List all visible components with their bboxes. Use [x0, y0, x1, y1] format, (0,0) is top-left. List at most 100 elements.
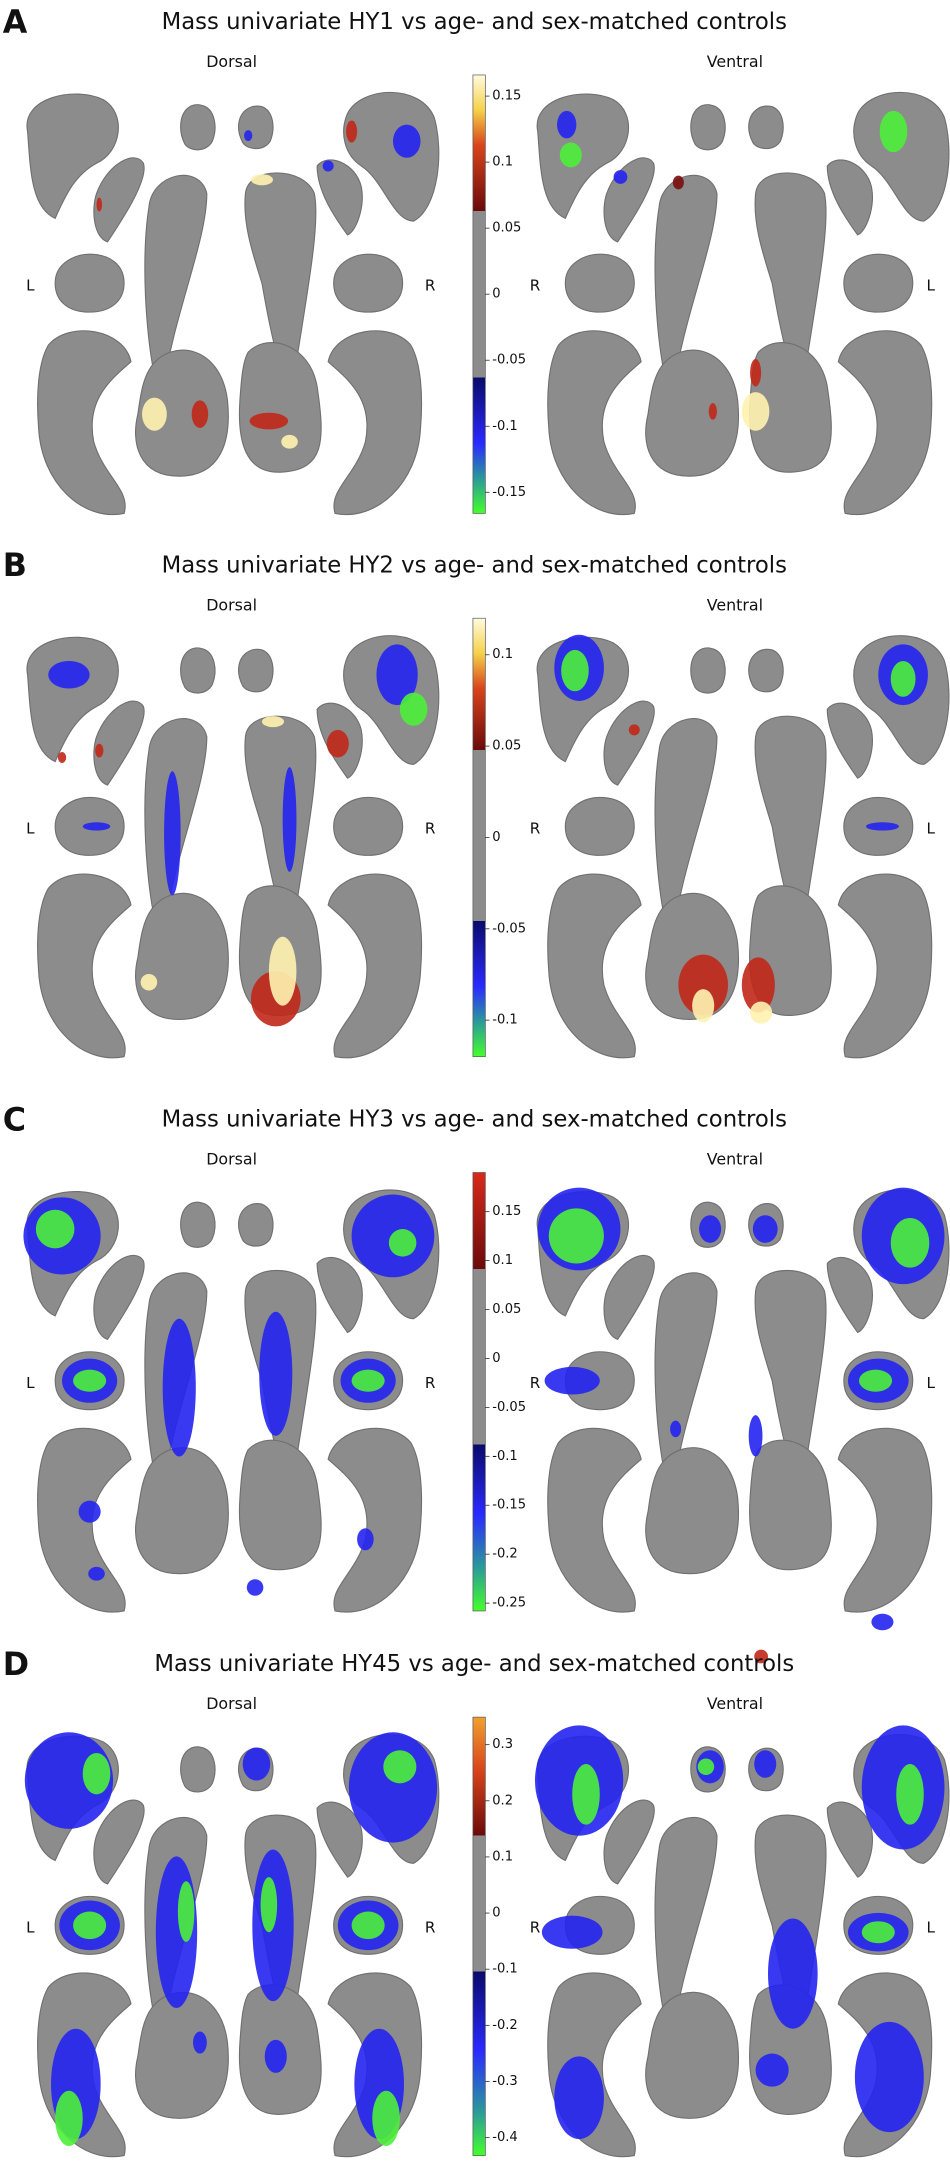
panel-title: Mass univariate HY3 vs age- and sex-matc…: [162, 1107, 787, 1133]
colorbar-tick-label: 0: [492, 287, 500, 302]
structure: [603, 1254, 655, 1340]
view-label: Ventral: [707, 1150, 763, 1169]
effect-patch: [388, 1229, 417, 1257]
effect-patch: [561, 649, 589, 692]
structure: [837, 873, 933, 1059]
effect-patch: [541, 1915, 603, 1949]
view-label: Ventral: [707, 1694, 763, 1713]
colorbar-tick-label: 0: [492, 1351, 500, 1366]
view-label: Dorsal: [206, 1694, 257, 1713]
effect-patch: [861, 1921, 895, 1944]
panel-letter: D: [3, 1647, 29, 1683]
structure: [690, 647, 726, 694]
colorbar: [472, 1172, 486, 1612]
colorbar-tick-label: 0.05: [492, 221, 521, 236]
side-label: R: [530, 1919, 541, 1937]
effect-patch: [57, 751, 67, 763]
effect-patch: [613, 170, 628, 184]
colorbar-tick-label: -0.1: [492, 1449, 518, 1464]
effect-patch: [142, 397, 167, 431]
structure: [333, 796, 404, 856]
colorbar-tick-label: 0.2: [492, 1793, 513, 1808]
structure: [93, 1799, 145, 1885]
colorbar-tick-label: -0.15: [492, 1498, 526, 1513]
view-label: Dorsal: [206, 52, 257, 71]
effect-patch: [890, 1218, 930, 1268]
colorbar-tick-label: 0.05: [492, 739, 521, 754]
effect-patch: [672, 175, 684, 190]
structure: [853, 91, 950, 222]
structure: [327, 1427, 423, 1613]
side-label: L: [926, 276, 935, 294]
effect-patch: [268, 936, 297, 1006]
effect-patch: [383, 1750, 417, 1784]
ventral-view: [536, 91, 950, 516]
effect-patch: [741, 392, 770, 431]
effect-patch: [767, 1918, 818, 2029]
structure: [316, 1801, 363, 1878]
effect-patch: [628, 724, 640, 736]
structure: [645, 1447, 739, 1575]
structure: [135, 1447, 229, 1575]
effect-patch: [193, 2031, 207, 2054]
structure: [26, 636, 119, 763]
colorbar-tick-label: -0.05: [492, 1400, 526, 1415]
structure: [837, 330, 933, 516]
effect-patch: [376, 644, 418, 706]
effect-patch: [559, 142, 582, 168]
structure: [237, 1203, 274, 1247]
structure: [180, 1201, 216, 1248]
effect-patch: [250, 174, 274, 186]
structure: [238, 342, 322, 473]
structure: [748, 105, 784, 150]
side-label: L: [926, 1374, 935, 1392]
colorbar-tick-label: -0.05: [492, 921, 526, 936]
effect-patch: [750, 359, 762, 387]
effect-patch: [244, 130, 253, 142]
effect-patch: [48, 660, 90, 689]
effect-patch: [140, 973, 158, 991]
effect-patch: [544, 1366, 600, 1395]
effect-patch: [35, 1209, 75, 1249]
structure: [93, 157, 145, 243]
structure: [144, 174, 208, 395]
structure: [327, 330, 423, 516]
colorbar: [472, 1716, 486, 2156]
structure: [654, 1817, 718, 2037]
colorbar-tick-label: -0.1: [492, 1013, 518, 1028]
effect-patch: [351, 1369, 385, 1392]
colorbar-tick-label: -0.1: [492, 1962, 518, 1977]
side-label: R: [425, 1374, 436, 1392]
structure: [645, 1991, 739, 2119]
effect-patch: [346, 120, 358, 143]
effect-patch: [750, 1001, 773, 1024]
effect-patch: [399, 692, 428, 726]
structure: [93, 700, 145, 786]
effect-patch: [95, 743, 104, 758]
effect-patch: [554, 2056, 604, 2140]
structure: [826, 159, 873, 236]
effect-patch: [752, 1215, 778, 1243]
side-label: R: [425, 820, 436, 838]
effect-patch: [322, 160, 334, 172]
effect-patch: [282, 767, 297, 872]
effect-patch: [242, 1747, 271, 1781]
structure: [316, 1256, 363, 1334]
panel-letter: A: [3, 5, 28, 41]
effect-patch: [264, 2039, 287, 2073]
effect-patch: [82, 1752, 111, 1795]
effect-patch: [741, 957, 775, 1013]
effect-patch: [754, 1750, 777, 1778]
panel: B Mass univariate HY2 vs age- and sex-mat…: [3, 548, 950, 1059]
structure: [564, 253, 635, 313]
effect-patch: [73, 1911, 107, 1940]
colorbar-tick-label: -0.2: [492, 1547, 518, 1562]
effect-patch: [854, 2021, 924, 2133]
structure: [93, 1254, 145, 1340]
effect-patch: [548, 1208, 604, 1264]
colorbar-tick-label: 0.1: [492, 1849, 513, 1864]
structure: [654, 718, 718, 938]
effect-patch: [88, 1566, 105, 1581]
view-label: Dorsal: [206, 595, 257, 614]
